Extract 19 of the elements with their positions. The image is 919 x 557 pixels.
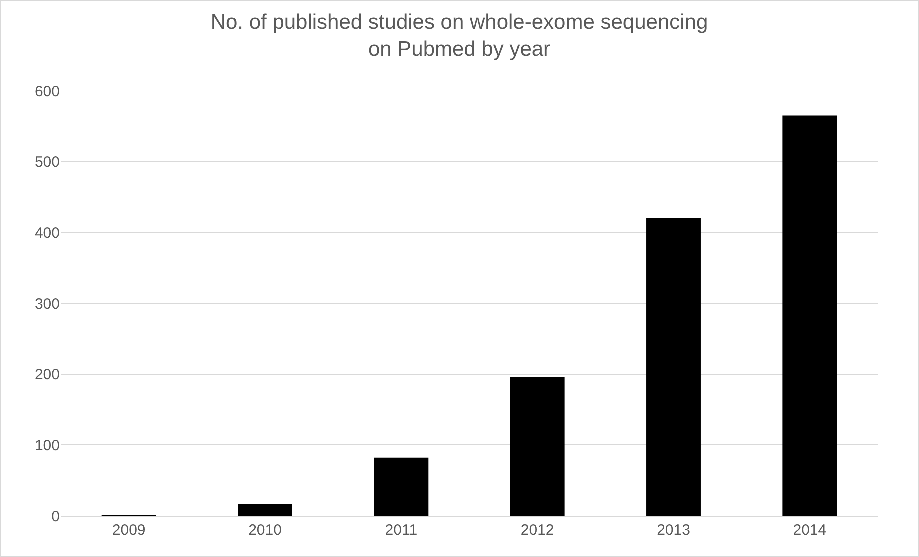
bar: [238, 504, 292, 516]
bar: [510, 377, 565, 516]
y-tick-label: 0: [52, 508, 60, 526]
bar: [374, 458, 429, 516]
x-tick-label: 2010: [248, 522, 282, 539]
x-tick-label: 2011: [385, 522, 418, 539]
bar: [782, 116, 838, 516]
x-tick-label: 2013: [657, 522, 690, 539]
y-tick-label: 500: [34, 154, 60, 172]
y-tick-label: 600: [34, 83, 60, 100]
x-tick-label: 2012: [520, 522, 554, 539]
y-tick-label: 300: [34, 296, 60, 313]
bar: [646, 218, 701, 516]
y-tick-label: 200: [34, 366, 60, 384]
x-tick-label: 2014: [793, 522, 827, 539]
x-tick-label: 2009: [112, 522, 146, 539]
y-tick-label: 100: [34, 437, 60, 454]
chart-title: No. of published studies on whole-exome sequencing on Pubmed by year: [210, 10, 708, 62]
y-tick-label: 400: [34, 224, 60, 242]
